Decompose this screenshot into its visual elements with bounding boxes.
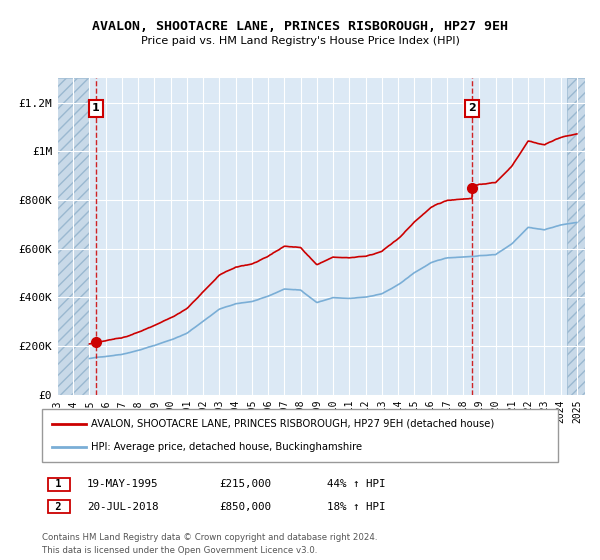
Text: 1: 1	[92, 104, 100, 114]
Text: 18% ↑ HPI: 18% ↑ HPI	[327, 502, 386, 512]
Text: 1: 1	[49, 479, 68, 489]
Text: 2: 2	[468, 104, 476, 114]
Bar	[568, 78, 585, 395]
Text: 19-MAY-1995: 19-MAY-1995	[87, 479, 158, 489]
Bar	[57, 78, 89, 395]
Text: Contains HM Land Registry data © Crown copyright and database right 2024.
This d: Contains HM Land Registry data © Crown c…	[42, 533, 377, 554]
Text: 44% ↑ HPI: 44% ↑ HPI	[327, 479, 386, 489]
Text: £850,000: £850,000	[219, 502, 271, 512]
Text: 20-JUL-2018: 20-JUL-2018	[87, 502, 158, 512]
Text: AVALON, SHOOTACRE LANE, PRINCES RISBOROUGH, HP27 9EH: AVALON, SHOOTACRE LANE, PRINCES RISBOROU…	[92, 20, 508, 32]
Text: 2: 2	[49, 502, 68, 512]
Text: HPI: Average price, detached house, Buckinghamshire: HPI: Average price, detached house, Buck…	[91, 442, 362, 452]
Text: £215,000: £215,000	[219, 479, 271, 489]
Text: AVALON, SHOOTACRE LANE, PRINCES RISBOROUGH, HP27 9EH (detached house): AVALON, SHOOTACRE LANE, PRINCES RISBOROU…	[91, 419, 494, 429]
Text: Price paid vs. HM Land Registry's House Price Index (HPI): Price paid vs. HM Land Registry's House …	[140, 36, 460, 46]
FancyBboxPatch shape	[42, 409, 558, 462]
